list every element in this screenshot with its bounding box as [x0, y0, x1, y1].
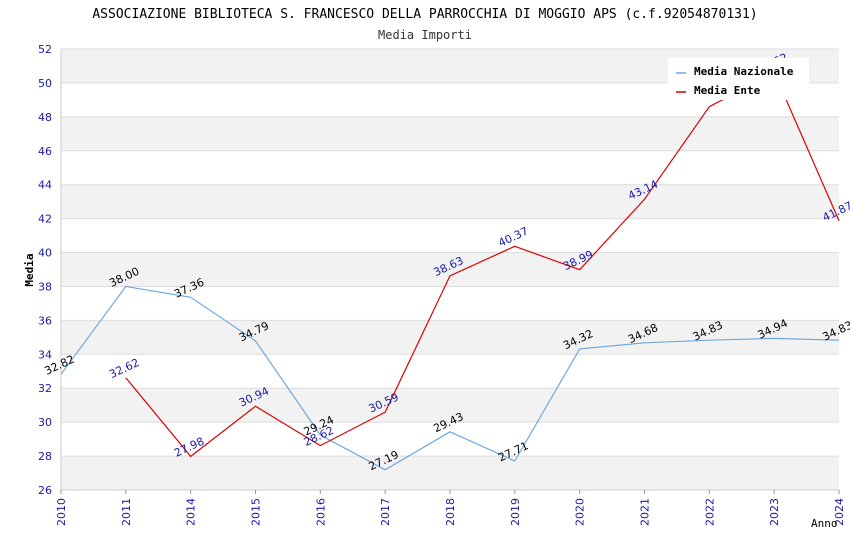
series-line-ente [125, 71, 840, 458]
x-tick-label: 2011 [120, 498, 133, 526]
legend-item: Media Nazionale [694, 65, 794, 78]
x-axis-label: Anno [811, 517, 838, 530]
x-tick-label: 2021 [639, 498, 652, 526]
data-label: 32.62 [107, 356, 141, 381]
x-tick-label: 2016 [314, 498, 327, 526]
x-tick-label: 2019 [509, 498, 522, 526]
chart-title: ASSOCIAZIONE BIBLIOTECA S. FRANCESCO DEL… [92, 7, 757, 22]
grid-band [61, 252, 839, 287]
x-tick-label: 2017 [379, 498, 392, 526]
y-tick-label: 46 [38, 145, 52, 158]
y-tick-label: 38 [38, 280, 52, 293]
y-tick-label: 42 [38, 213, 52, 226]
x-tick-label: 2023 [768, 498, 781, 526]
y-tick-label: 34 [38, 348, 52, 361]
y-tick-label: 26 [38, 484, 52, 497]
y-tick-label: 40 [38, 247, 52, 260]
grid [61, 48, 839, 491]
grid-band [61, 116, 839, 151]
y-tick-label: 50 [38, 77, 52, 90]
legend-item: Media Ente [694, 84, 761, 97]
x-tick-label: 2024 [833, 498, 846, 526]
chart-subtitle: Media Importi [378, 28, 472, 42]
y-tick-label: 32 [38, 382, 52, 395]
legend-box [668, 58, 809, 100]
data-label: 40.37 [496, 225, 530, 250]
y-tick-label: 52 [38, 43, 52, 56]
y-axis-label: Media [23, 253, 36, 286]
grid-band [61, 456, 839, 490]
y-tick-label: 48 [38, 111, 52, 124]
y-tick-label: 30 [38, 416, 52, 429]
x-tick-label: 2014 [185, 498, 198, 526]
grid-band [61, 184, 839, 219]
y-tick-label: 36 [38, 314, 52, 327]
grid-band [61, 320, 839, 355]
grid-band [61, 388, 839, 423]
legend: Media Nazionale Media Ente [668, 58, 809, 100]
series [60, 71, 840, 471]
x-tick-label: 2015 [250, 498, 263, 526]
axes: 26 28 30 32 34 36 38 40 42 44 46 48 50 52 2010 2011 2014… [38, 43, 846, 526]
y-tick-label: 28 [38, 450, 52, 463]
x-tick-label: 2022 [703, 498, 716, 526]
series-line-nazionale [60, 285, 840, 471]
x-tick-label: 2020 [574, 498, 587, 526]
y-tick-label: 44 [38, 179, 52, 192]
x-tick-label: 2018 [444, 498, 457, 526]
x-tick-label: 2010 [55, 498, 68, 526]
